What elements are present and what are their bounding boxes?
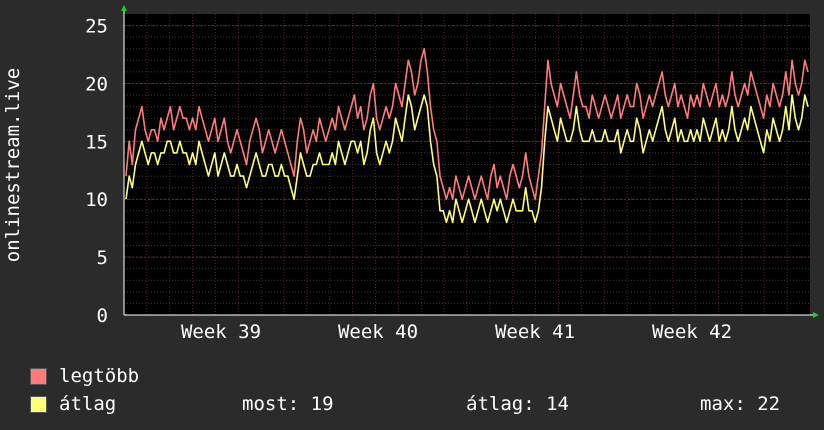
y-tick-label: 15 <box>85 131 108 153</box>
legend-label-avg: átlag <box>59 393 117 415</box>
x-tick-label: Week 39 <box>181 321 261 343</box>
series-layer <box>125 47 809 224</box>
y-tick-label: 20 <box>85 73 108 95</box>
y-tick-labels: 0 5 10 15 20 25 <box>85 16 108 327</box>
series-line-max <box>125 47 809 200</box>
grid-lines <box>124 14 810 316</box>
x-tick-labels: Week 39 Week 40 Week 41 Week 42 <box>181 321 732 343</box>
legend-swatch-avg <box>30 395 47 413</box>
axes <box>121 5 819 318</box>
y-axis-arrow-icon <box>121 5 127 11</box>
y-tick-label: 10 <box>85 189 108 211</box>
x-tick-label: Week 42 <box>652 321 732 343</box>
stat-average: átlag: 14 <box>466 393 569 415</box>
legend-row-max: legtöbb <box>30 362 810 390</box>
legend-row-avg: átlag most: 19 átlag: 14 max: 22 <box>30 390 810 418</box>
legend-swatch-max <box>30 367 47 385</box>
y-tick-label: 5 <box>97 247 108 269</box>
legend-label-max: legtöbb <box>59 365 140 387</box>
series-line-avg <box>125 94 809 224</box>
y-tick-label: 25 <box>85 16 108 38</box>
stat-now: most: 19 <box>242 393 334 415</box>
y-tick-label: 0 <box>97 305 108 327</box>
x-tick-label: Week 40 <box>338 321 418 343</box>
x-axis-arrow-icon <box>813 312 819 318</box>
stat-max: max: 22 <box>700 393 781 415</box>
y-axis-label: onlinestream.live <box>2 68 24 262</box>
x-tick-label: Week 41 <box>495 321 575 343</box>
legend: legtöbb átlag most: 19 átlag: 14 max: 22 <box>30 362 810 418</box>
